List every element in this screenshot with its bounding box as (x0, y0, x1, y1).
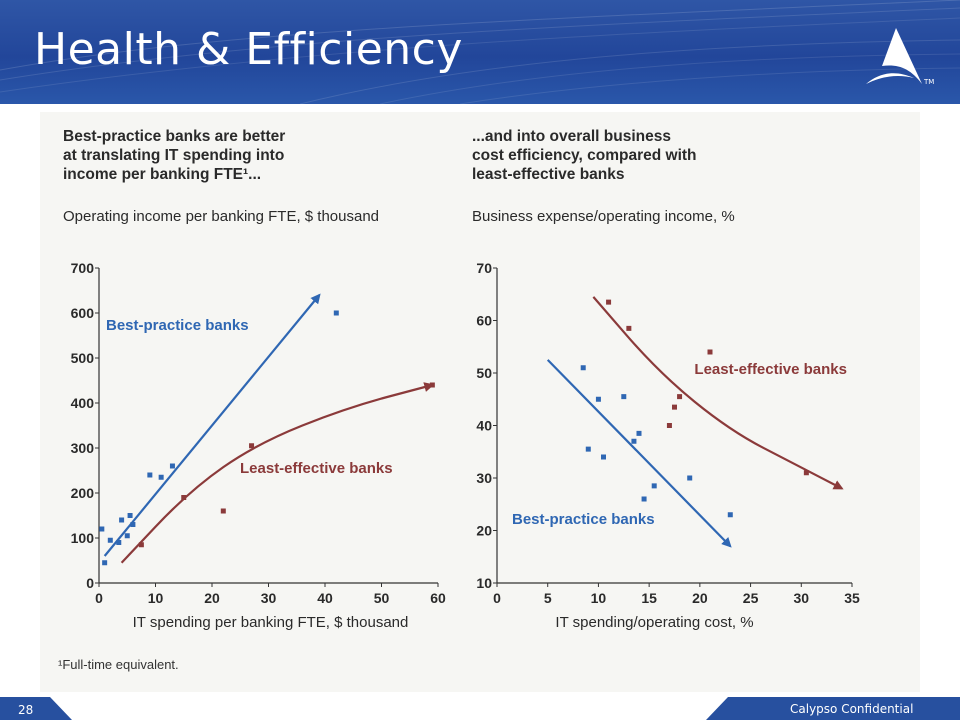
chart2-x-tick-label: 30 (793, 590, 809, 606)
chart1-best-trend-arrow (103, 293, 321, 557)
chart2-y-tick-label: 10 (476, 575, 492, 591)
chart1-y-tick-label: 0 (86, 575, 94, 591)
chart1-x-tick-label: 30 (261, 590, 277, 606)
chart2-least-point (707, 349, 713, 355)
chart2-x-tick-label: 5 (544, 590, 552, 606)
chart2-y-tick-label: 50 (476, 365, 492, 381)
chart2-y-tick-label: 40 (476, 418, 492, 434)
chart1-x-tick-label: 0 (95, 590, 103, 606)
chart2-ylabel: Business expense/operating income, % (472, 208, 735, 225)
chart1-ylabel: Operating income per banking FTE, $ thou… (63, 208, 380, 225)
slide-footer-bar (0, 697, 960, 720)
chart2-best-point (621, 394, 627, 400)
chart1-y-tick-label: 500 (71, 350, 95, 366)
trademark-mark: TM (924, 78, 935, 86)
page-number: 28 (18, 703, 34, 717)
slide-header: Health & Efficiency TM (0, 0, 960, 104)
chart2-least-series-label: Least-effective banks (694, 361, 847, 378)
chart1-best-point (107, 537, 113, 543)
chart2-x-axis-label: IT spending/operating cost, % (555, 614, 753, 631)
chart1-best-point (158, 474, 164, 480)
chart2-best-series-label: Best-practice banks (512, 511, 655, 528)
chart2-x-tick-label: 35 (844, 590, 860, 606)
chart1-best-point (124, 533, 130, 539)
chart2-least-trend-arrow (592, 296, 844, 490)
chart2-y-tick-label: 60 (476, 313, 492, 329)
chart1-x-axis-label: IT spending per banking FTE, $ thousand (133, 614, 409, 631)
chart1-least-point (138, 542, 144, 548)
chart1-y-tick-label: 100 (71, 530, 95, 546)
header-swoosh-decoration (0, 0, 960, 104)
chart1-y-tick-label: 200 (71, 485, 95, 501)
chart2-best-point (687, 475, 693, 481)
chart2-best-point (595, 396, 601, 402)
chart1-least-point (220, 508, 226, 514)
chart1-y-tick-label: 400 (71, 395, 95, 411)
chart2-x-tick-label: 25 (743, 590, 759, 606)
chart2-y-tick-label: 20 (476, 523, 492, 539)
chart1-best-point (102, 560, 108, 566)
chart2-best-point (585, 446, 591, 452)
chart1-title: Best-practice banks are better at transl… (63, 128, 286, 183)
chart1-best-point (169, 463, 175, 469)
chart2-least-point (803, 470, 809, 476)
chart2-x-tick-label: 10 (591, 590, 607, 606)
chart1-least-point (429, 382, 435, 388)
chart2-best-point (580, 365, 586, 371)
chart2-y-tick-label: 70 (476, 260, 492, 276)
slide-title: Health & Efficiency (34, 24, 463, 75)
chart1-best-point (127, 513, 133, 518)
calypso-logo-icon (866, 28, 922, 84)
chart2-best-point (631, 438, 637, 444)
chart1-x-tick-label: 60 (430, 590, 446, 606)
chart2-x-tick-label: 20 (692, 590, 708, 606)
chart1-y-tick-label: 300 (71, 440, 95, 456)
chart1-best-point (119, 517, 125, 523)
chart1-least-trend-arrow (120, 382, 435, 564)
footer-confidential-label: Calypso Confidential (790, 702, 914, 716)
chart2-y-tick-label: 30 (476, 470, 492, 486)
chart2-least-point (672, 404, 677, 410)
chart2-least-point (626, 325, 632, 331)
chart1-best-series-label: Best-practice banks (106, 317, 249, 334)
chart1-least-point (181, 495, 187, 500)
footnote: ¹Full-time equivalent. (58, 657, 179, 672)
chart1-least-series-label: Least-effective banks (240, 460, 393, 477)
chart1-best-point (130, 522, 136, 527)
chart1-best-point (333, 310, 339, 316)
chart2-best-point (651, 483, 657, 489)
chart2-title: ...and into overall business cost effici… (472, 128, 697, 183)
chart1-x-tick-label: 20 (204, 590, 220, 606)
chart1-y-tick-label: 600 (71, 305, 95, 321)
chart1-best-point (147, 472, 153, 478)
chart2-best-point (727, 512, 733, 518)
chart-panel-background (40, 112, 920, 692)
chart2-least-point (677, 394, 683, 400)
chart1-x-tick-label: 10 (148, 590, 164, 606)
chart2-x-tick-label: 0 (493, 590, 501, 606)
chart1-best-point (116, 540, 122, 545)
chart2-best-trend-arrow (546, 359, 732, 548)
chart1-x-tick-label: 40 (317, 590, 333, 606)
chart2-least-point (606, 299, 612, 305)
chart1-y-tick-label: 700 (71, 260, 95, 276)
chart2-best-point (601, 454, 606, 460)
chart2-x-tick-label: 15 (641, 590, 657, 606)
chart1-best-point (99, 526, 105, 532)
chart2-best-point (641, 496, 647, 502)
chart1-least-point (249, 443, 255, 449)
chart2-best-point (636, 430, 642, 436)
chart1-x-tick-label: 50 (374, 590, 390, 606)
chart2-least-point (666, 423, 672, 428)
